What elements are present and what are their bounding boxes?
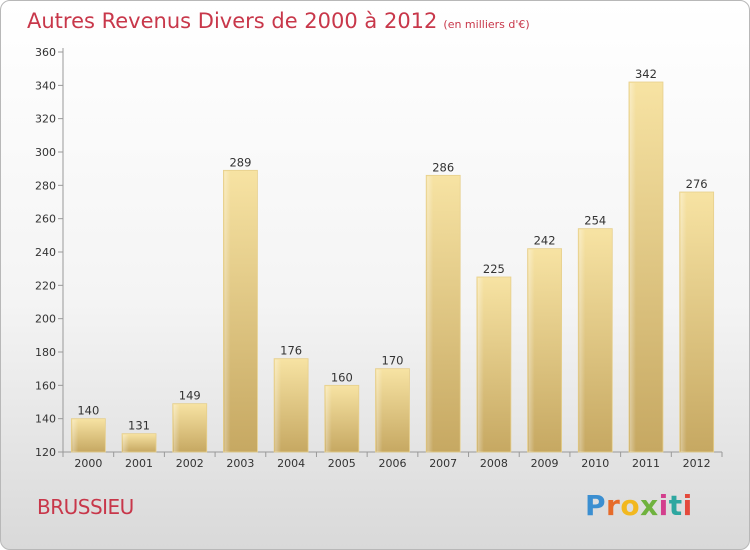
x-tick-label: 2010 (581, 457, 609, 470)
bar-highlight (224, 171, 231, 453)
data-label: 225 (483, 262, 505, 276)
y-tick-label: 120 (35, 446, 56, 459)
x-tick-label: 2008 (480, 457, 508, 470)
bar-highlight (72, 419, 79, 452)
data-label: 140 (77, 404, 99, 418)
bar-highlight (325, 386, 332, 452)
x-tick-label: 2001 (125, 457, 153, 470)
chart-subtitle: (en milliers d'€) (443, 18, 530, 31)
bar-highlight (173, 404, 180, 452)
data-label: 286 (432, 160, 454, 174)
data-label: 276 (686, 177, 708, 191)
bar-highlight (528, 249, 535, 452)
place-name: BRUSSIEU (37, 495, 134, 519)
logo-letter: x (640, 489, 659, 522)
labels-group: 2000 140 2001 131 2002 149 2003 289 2004 176 2005 1… (74, 67, 710, 470)
bar-highlight (275, 359, 282, 452)
y-tick-label: 340 (35, 79, 56, 92)
logo-letter: r (606, 489, 621, 522)
data-label: 170 (382, 354, 404, 368)
data-label: 149 (179, 389, 201, 403)
data-label: 289 (229, 155, 251, 169)
axes: 120 140 160 180 200 220 240 260 280 300 320 340 360 (35, 46, 723, 459)
y-tick-label: 180 (35, 346, 56, 359)
y-tick-label: 140 (35, 413, 56, 426)
y-tick-label: 220 (35, 279, 56, 292)
bar-highlight (376, 369, 383, 452)
y-tick-label: 360 (35, 46, 56, 59)
data-label: 242 (534, 234, 556, 248)
bar-highlight (579, 229, 586, 452)
logo-letter: i (682, 489, 693, 522)
bar-highlight (427, 176, 434, 453)
data-label: 176 (280, 344, 302, 358)
chart-title: Autres Revenus Divers de 2000 à 2012 (en … (27, 9, 530, 33)
data-label: 131 (128, 419, 150, 433)
x-tick-label: 2006 (379, 457, 407, 470)
x-tick-label: 2003 (226, 457, 254, 470)
x-tick-label: 2005 (328, 457, 356, 470)
y-tick-label: 240 (35, 246, 56, 259)
logo-letter: o (620, 489, 641, 522)
data-label: 160 (331, 370, 353, 384)
logo-letter: i (658, 489, 669, 522)
x-tick-label: 2012 (683, 457, 711, 470)
y-tick-label: 260 (35, 213, 56, 226)
bars-group (70, 81, 715, 453)
logo-letter: P (585, 489, 607, 522)
y-tick-label: 300 (35, 146, 56, 159)
bar (121, 433, 157, 453)
data-label: 254 (584, 214, 606, 228)
x-tick-label: 2007 (429, 457, 457, 470)
chart-title-text: Autres Revenus Divers de 2000 à 2012 (27, 9, 438, 33)
x-tick-label: 2000 (74, 457, 102, 470)
y-tick-label: 160 (35, 379, 56, 392)
data-label: 342 (635, 67, 657, 81)
bar-highlight (629, 83, 636, 452)
y-tick-label: 280 (35, 179, 56, 192)
bar-highlight (680, 193, 687, 452)
y-tick-label: 320 (35, 113, 56, 126)
x-tick-label: 2009 (531, 457, 559, 470)
x-tick-label: 2002 (176, 457, 204, 470)
x-tick-label: 2011 (632, 457, 660, 470)
logo-letter: t (668, 489, 683, 522)
x-tick-label: 2004 (277, 457, 305, 470)
proxiti-logo: Proxiti (585, 489, 693, 522)
bar-highlight (477, 278, 484, 452)
y-tick-label: 200 (35, 313, 56, 326)
bar-highlight (123, 434, 130, 452)
